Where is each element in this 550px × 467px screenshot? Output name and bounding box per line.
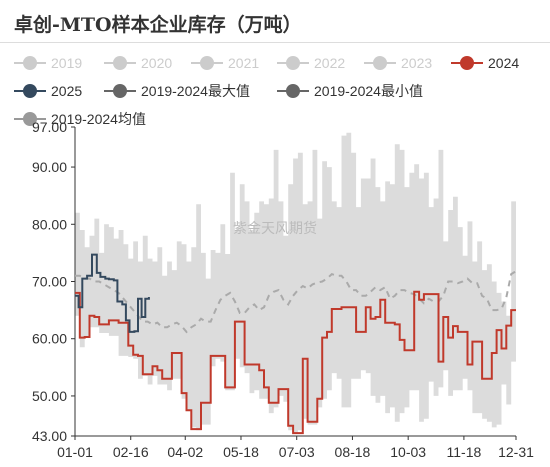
y-tick-label: 50.00 [32, 388, 67, 404]
legend: 2019 2020 2021 2022 2023 [14, 55, 519, 127]
y-tick-label: 70.00 [32, 274, 67, 290]
series-line-avg [75, 270, 517, 334]
y-tick-label: 60.00 [32, 331, 67, 347]
x-tick-label: 08-18 [335, 444, 371, 460]
legend-label-2021: 2021 [228, 55, 259, 71]
minmax-band [75, 132, 516, 434]
y-tick-label: 90.00 [32, 159, 67, 175]
chart-title: 卓创-MTO样本企业库存（万吨） [14, 14, 302, 36]
legend-item-2023[interactable]: 2023 [364, 55, 432, 71]
legend-label-2023: 2023 [401, 55, 432, 71]
legend-label-avg: 2019-2024均值 [51, 111, 146, 127]
legend-item-2020[interactable]: 2020 [104, 55, 172, 71]
series-line-2024 [75, 290, 516, 435]
y-tick-label: 97.00 [32, 119, 67, 135]
y-tick-label: 80.00 [32, 216, 67, 232]
legend-dot-min [286, 84, 300, 98]
legend-item-min[interactable]: 2019-2024最小值 [277, 83, 423, 99]
legend-dot-2025 [23, 84, 37, 98]
legend-item-2024[interactable]: 2024 [451, 55, 519, 71]
legend-item-2025[interactable]: 2025 [14, 83, 82, 99]
legend-label-2025: 2025 [51, 83, 82, 99]
series-line-2025 [75, 253, 150, 333]
legend-label-2019: 2019 [51, 55, 82, 71]
legend-dot-2024 [460, 56, 474, 70]
legend-label-min: 2019-2024最小值 [314, 83, 423, 99]
plot-area: 紫金天风期货 43.00 50.00 60.00 70.00 80.00 90.00 97.0… [32, 119, 534, 460]
x-tick-label: 11-18 [447, 444, 482, 460]
legend-item-2019[interactable]: 2019 [14, 55, 82, 71]
x-tick-label: 12-31 [498, 444, 534, 460]
legend-dot-2021 [200, 56, 214, 70]
x-tick-label: 01-01 [57, 444, 93, 460]
x-tick-label: 05-18 [223, 444, 259, 460]
x-tick-label: 10-03 [390, 444, 426, 460]
legend-dot-avg [23, 112, 37, 126]
legend-dot-2022 [286, 56, 300, 70]
legend-item-avg[interactable]: 2019-2024均值 [14, 111, 146, 127]
legend-dot-2019 [23, 56, 37, 70]
title-divider [0, 42, 550, 43]
legend-label-2022: 2022 [314, 55, 345, 71]
legend-item-2021[interactable]: 2021 [191, 55, 259, 71]
legend-dot-2023 [373, 56, 387, 70]
watermark: 紫金天风期货 [233, 220, 317, 236]
x-tick-label: 02-16 [113, 444, 149, 460]
legend-item-2022[interactable]: 2022 [277, 55, 345, 71]
legend-label-2020: 2020 [141, 55, 172, 71]
legend-label-2024: 2024 [488, 55, 519, 71]
x-tick-label: 04-02 [167, 444, 203, 460]
legend-item-max[interactable]: 2019-2024最大值 [104, 83, 250, 99]
legend-dot-max [113, 84, 127, 98]
legend-dot-2020 [113, 56, 127, 70]
legend-label-max: 2019-2024最大值 [141, 83, 250, 99]
x-tick-label: 07-03 [279, 444, 315, 460]
y-tick-label: 43.00 [32, 428, 67, 444]
